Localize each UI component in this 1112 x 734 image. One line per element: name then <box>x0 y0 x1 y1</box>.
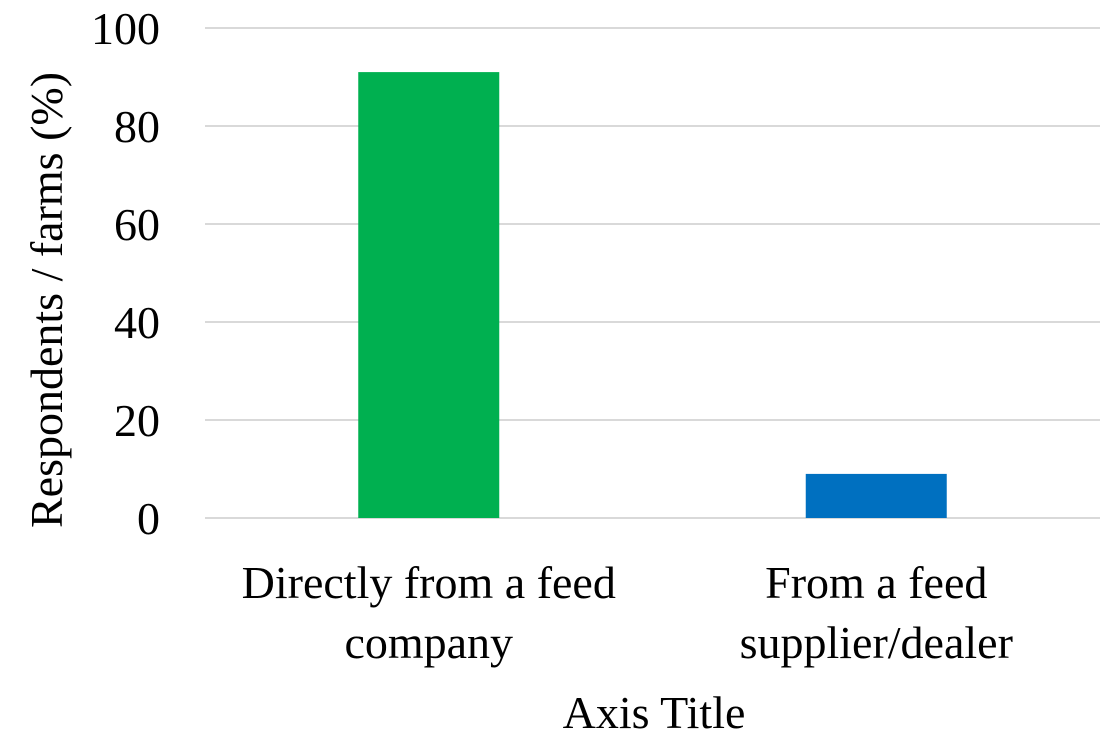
bars <box>358 72 947 518</box>
y-tick-label: 80 <box>114 101 160 152</box>
y-tick-label: 60 <box>114 199 160 250</box>
x-category-label: From a feed <box>765 557 987 608</box>
y-tick-label: 40 <box>114 297 160 348</box>
x-category-label: Directly from a feed <box>242 557 616 608</box>
x-axis-title: Axis Title <box>563 687 746 734</box>
x-category-labels: Directly from a feed company From a feed su… <box>242 557 1013 668</box>
y-tick-label: 0 <box>137 493 160 544</box>
x-category-label: company <box>344 617 513 668</box>
y-axis-title: Respondents / farms (%) <box>21 72 72 528</box>
gridlines <box>205 27 1100 519</box>
bar-0 <box>358 72 500 518</box>
x-category-label: supplier/dealer <box>740 617 1013 668</box>
y-tick-labels: 0 20 40 60 80 100 <box>91 3 160 544</box>
bar-1 <box>805 473 947 518</box>
y-tick-label: 20 <box>114 395 160 446</box>
y-tick-label: 100 <box>91 3 160 54</box>
